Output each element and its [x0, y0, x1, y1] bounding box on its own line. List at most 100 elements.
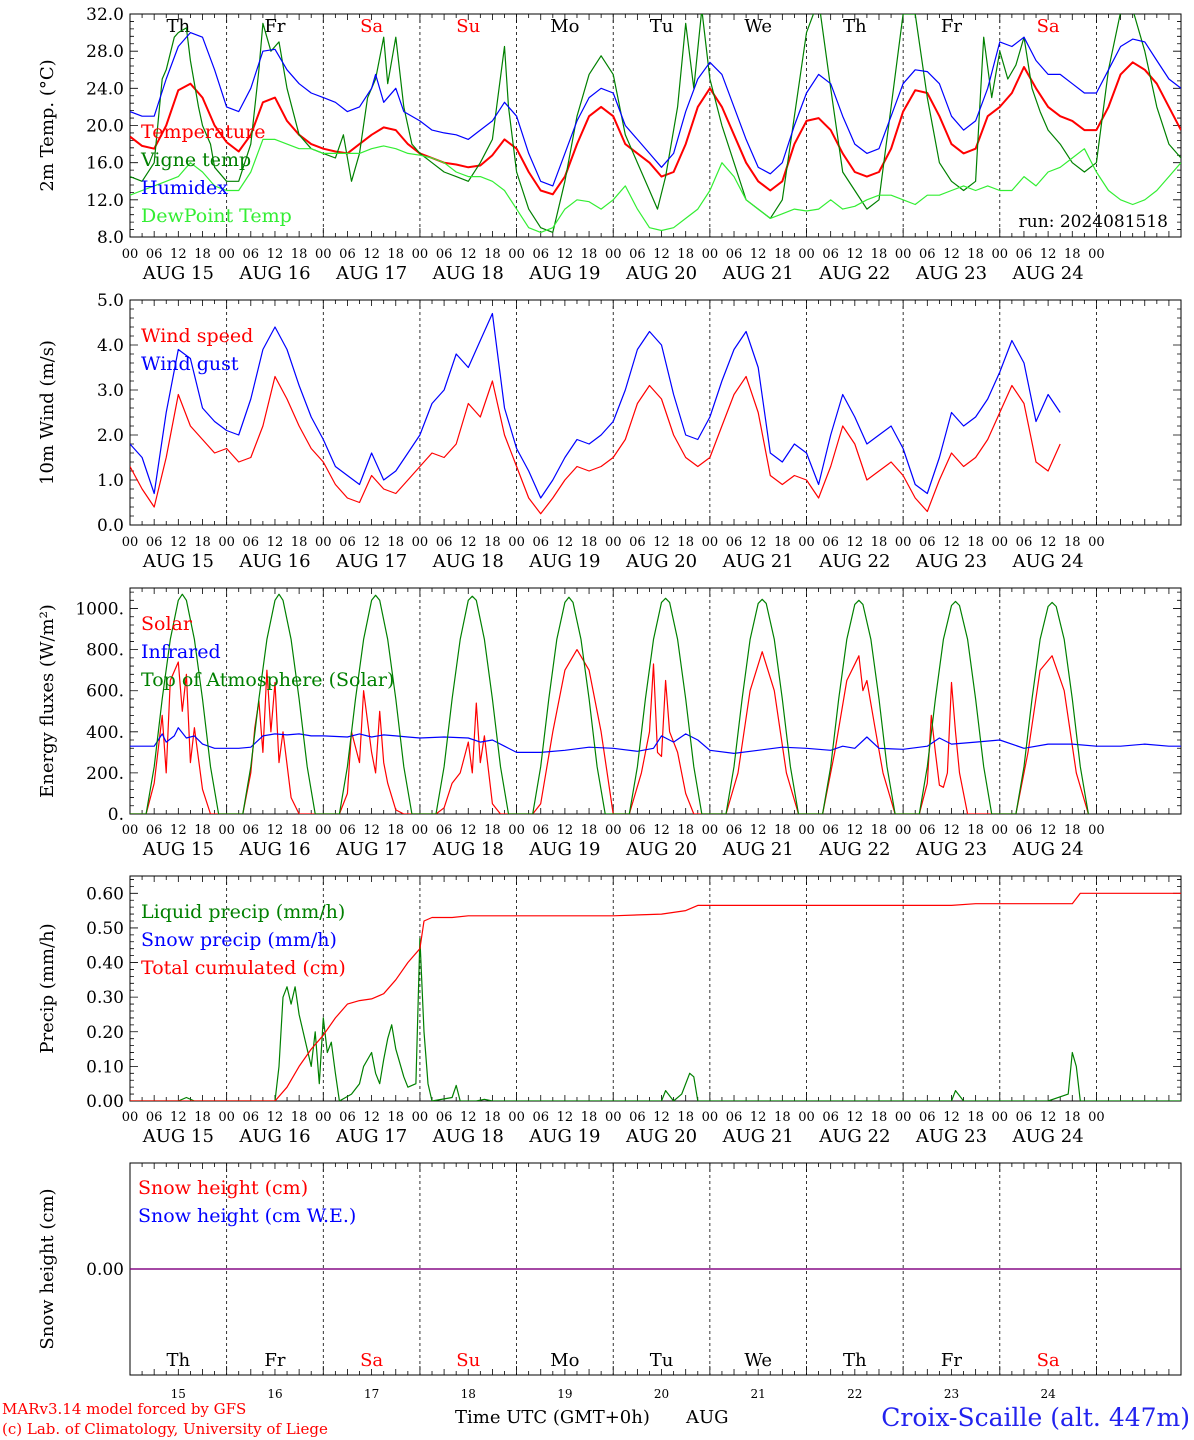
date-label: AUG 23 — [915, 551, 987, 572]
hour-tick-label: 00 — [412, 247, 429, 262]
date-label: AUG 17 — [335, 1126, 407, 1147]
hour-tick-label: 18 — [484, 247, 501, 262]
weekday-label: Th — [843, 1350, 867, 1371]
hour-tick-label: 06 — [243, 247, 260, 262]
hour-tick-label: 00 — [702, 247, 719, 262]
y-axis-title: 10m Wind (m/s) — [37, 340, 58, 485]
hour-tick-label: 06 — [436, 1110, 453, 1125]
weekday-label: Mo — [550, 1350, 579, 1371]
date-label: AUG 21 — [722, 551, 794, 572]
hour-tick-label: 12 — [750, 247, 767, 262]
station-title: Croix-Scaille (alt. 447m) — [881, 1403, 1190, 1432]
hour-tick-label: 18 — [581, 247, 598, 262]
date-label: AUG 15 — [142, 839, 214, 860]
series-line-dewpoint-temp — [130, 138, 1181, 233]
series-line-infrared — [130, 727, 1181, 755]
hour-tick-label: 06 — [726, 1110, 743, 1125]
hour-tick-label: 00 — [218, 535, 235, 550]
hour-tick-label: 06 — [339, 535, 356, 550]
y-ticks — [130, 13, 1181, 238]
plot-frame — [129, 299, 1182, 526]
hour-tick-label: 18 — [1064, 1110, 1081, 1125]
weekday-label: Fr — [264, 1350, 285, 1371]
hour-tick-label: 18 — [871, 1110, 888, 1125]
y-tick-label: 4.0 — [97, 336, 124, 356]
date-label: AUG 17 — [335, 551, 407, 572]
hour-tick-label: 18 — [581, 1110, 598, 1125]
hour-tick-label: 00 — [508, 535, 525, 550]
date-label: AUG 24 — [1012, 551, 1084, 572]
hour-tick-label: 18 — [387, 535, 404, 550]
day-number-label: 17 — [364, 1387, 379, 1401]
weekday-label: Tu — [650, 1350, 674, 1371]
hour-tick-label: 06 — [726, 247, 743, 262]
weekday-label: Sa — [1037, 1350, 1060, 1371]
hour-tick-label: 12 — [653, 247, 670, 262]
hour-tick-label: 06 — [339, 247, 356, 262]
hour-tick-label: 18 — [871, 823, 888, 838]
hour-tick-label: 00 — [992, 1110, 1009, 1125]
hour-tick-label: 12 — [653, 535, 670, 550]
date-label: AUG 22 — [818, 551, 890, 572]
hour-tick-label: 06 — [436, 535, 453, 550]
hour-tick-label: 18 — [387, 1110, 404, 1125]
hour-tick-label: 12 — [847, 247, 864, 262]
y-tick-label: 0.50 — [86, 919, 124, 939]
legend-entry: Snow precip (mm/h) — [141, 929, 337, 951]
hour-tick-label: 06 — [629, 535, 646, 550]
hour-tick-label: 06 — [822, 247, 839, 262]
date-label: AUG 18 — [432, 1126, 504, 1147]
series-line-wind-speed — [130, 375, 1061, 515]
hour-tick-label: 18 — [967, 535, 984, 550]
hour-tick-label: 06 — [532, 247, 549, 262]
hour-tick-label: 18 — [387, 823, 404, 838]
date-label: AUG 24 — [1012, 1126, 1084, 1147]
hour-tick-label: 18 — [581, 535, 598, 550]
weekday-label: Sa — [360, 1350, 383, 1371]
hour-tick-label: 18 — [581, 823, 598, 838]
hour-tick-label: 12 — [170, 823, 187, 838]
y-tick-label: 0.00 — [86, 1260, 124, 1280]
hour-tick-label: 00 — [798, 823, 815, 838]
weekday-label: Fr — [941, 16, 962, 37]
day-number-label: 23 — [944, 1387, 959, 1401]
date-label: AUG 24 — [1012, 263, 1084, 284]
day-number-label: 22 — [847, 1387, 862, 1401]
hour-tick-label: 00 — [992, 823, 1009, 838]
y-tick-label: 20.0 — [86, 117, 124, 137]
hour-tick-label: 06 — [1016, 535, 1033, 550]
date-label: AUG 17 — [335, 263, 407, 284]
hour-tick-label: 12 — [1040, 535, 1057, 550]
hour-tick-label: 00 — [122, 535, 139, 550]
date-label: AUG 17 — [335, 839, 407, 860]
hour-ticks — [129, 14, 1182, 237]
hour-tick-label: 06 — [243, 823, 260, 838]
hour-tick-label: 18 — [774, 1110, 791, 1125]
hour-tick-label: 06 — [436, 247, 453, 262]
hour-tick-label: 00 — [798, 535, 815, 550]
date-label: AUG 16 — [238, 263, 310, 284]
hour-tick-label: 06 — [243, 1110, 260, 1125]
hour-tick-label: 06 — [726, 535, 743, 550]
y-tick-label: 0.30 — [86, 988, 124, 1008]
hour-tick-label: 06 — [919, 823, 936, 838]
hour-tick-label: 18 — [967, 823, 984, 838]
x-axis-title: Time UTC (GMT+0h) — [455, 1407, 650, 1428]
hour-tick-label: 18 — [291, 535, 308, 550]
hour-tick-label: 18 — [677, 535, 694, 550]
series-line-temperature — [130, 61, 1181, 196]
date-label: AUG 22 — [818, 263, 890, 284]
hour-tick-label: 00 — [315, 1110, 332, 1125]
hour-tick-label: 18 — [387, 247, 404, 262]
hour-tick-label: 06 — [146, 247, 163, 262]
y-tick-label: 0.0 — [97, 516, 124, 536]
y-tick-label: 0.20 — [86, 1023, 124, 1043]
series-line-liquid-precip-mm-h- — [130, 937, 1181, 1101]
hour-tick-label: 00 — [798, 1110, 815, 1125]
hour-tick-label: 00 — [895, 535, 912, 550]
hour-tick-label: 12 — [267, 823, 284, 838]
hour-tick-label: 06 — [919, 535, 936, 550]
hour-tick-label: 00 — [508, 247, 525, 262]
hour-tick-label: 00 — [412, 823, 429, 838]
y-tick-label: 8.0 — [97, 228, 124, 248]
